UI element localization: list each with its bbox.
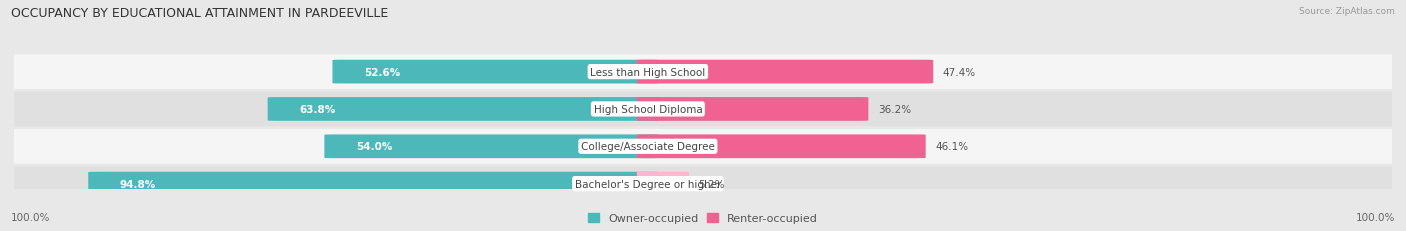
FancyBboxPatch shape bbox=[0, 55, 1406, 90]
FancyBboxPatch shape bbox=[267, 98, 659, 121]
Text: 52.6%: 52.6% bbox=[364, 67, 401, 77]
Legend: Owner-occupied, Renter-occupied: Owner-occupied, Renter-occupied bbox=[588, 213, 818, 223]
Text: Less than High School: Less than High School bbox=[591, 67, 706, 77]
Text: 36.2%: 36.2% bbox=[877, 104, 911, 114]
Text: 94.8%: 94.8% bbox=[120, 179, 156, 189]
Text: Bachelor's Degree or higher: Bachelor's Degree or higher bbox=[575, 179, 721, 189]
Text: 47.4%: 47.4% bbox=[943, 67, 976, 77]
Text: 5.2%: 5.2% bbox=[699, 179, 725, 189]
FancyBboxPatch shape bbox=[0, 129, 1406, 164]
FancyBboxPatch shape bbox=[637, 172, 689, 196]
Text: College/Associate Degree: College/Associate Degree bbox=[581, 142, 714, 152]
Text: Source: ZipAtlas.com: Source: ZipAtlas.com bbox=[1299, 7, 1395, 16]
FancyBboxPatch shape bbox=[637, 135, 925, 158]
Text: 100.0%: 100.0% bbox=[11, 212, 51, 222]
Text: OCCUPANCY BY EDUCATIONAL ATTAINMENT IN PARDEEVILLE: OCCUPANCY BY EDUCATIONAL ATTAINMENT IN P… bbox=[11, 7, 388, 20]
FancyBboxPatch shape bbox=[89, 172, 659, 196]
Text: High School Diploma: High School Diploma bbox=[593, 104, 702, 114]
Text: 100.0%: 100.0% bbox=[1355, 212, 1395, 222]
FancyBboxPatch shape bbox=[325, 135, 659, 158]
Text: 54.0%: 54.0% bbox=[356, 142, 392, 152]
FancyBboxPatch shape bbox=[0, 167, 1406, 201]
FancyBboxPatch shape bbox=[637, 98, 869, 121]
FancyBboxPatch shape bbox=[332, 61, 659, 84]
Text: 46.1%: 46.1% bbox=[935, 142, 969, 152]
FancyBboxPatch shape bbox=[637, 61, 934, 84]
FancyBboxPatch shape bbox=[0, 92, 1406, 127]
Text: 63.8%: 63.8% bbox=[299, 104, 336, 114]
